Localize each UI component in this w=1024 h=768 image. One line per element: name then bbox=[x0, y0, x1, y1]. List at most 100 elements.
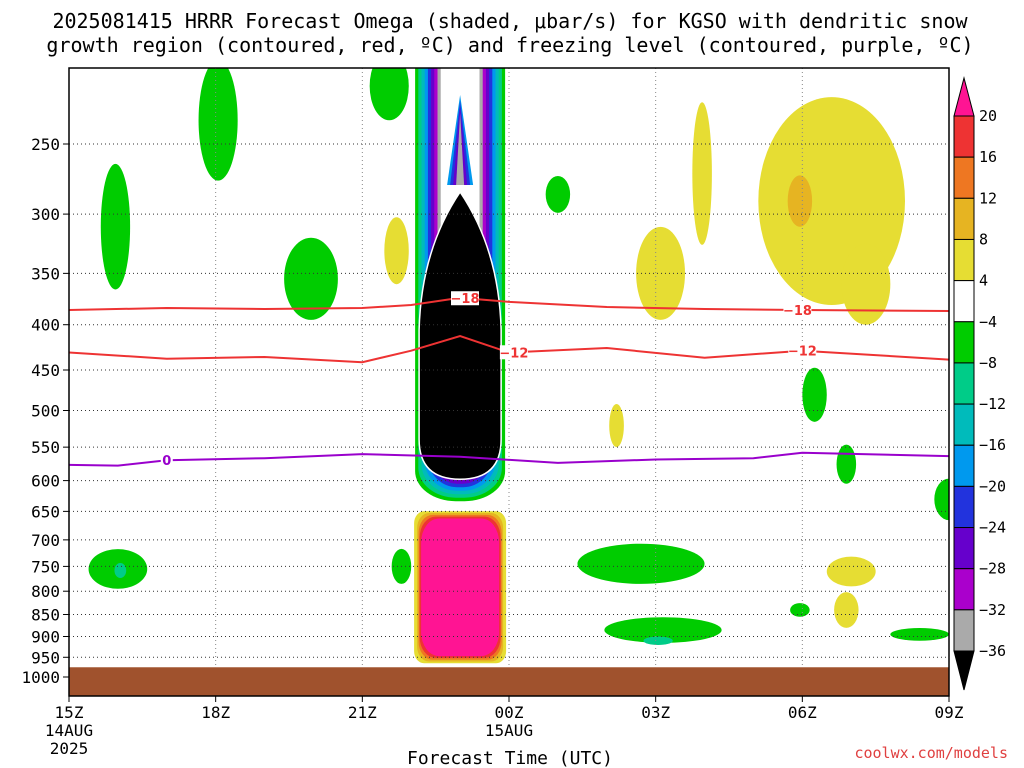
x-axis-label: Forecast Time (UTC) bbox=[407, 748, 613, 768]
y-tick-label: 500 bbox=[31, 402, 60, 421]
colorbar-label: −32 bbox=[979, 601, 1006, 619]
omega-region-orange bbox=[787, 175, 813, 227]
colorbar-swatch bbox=[953, 568, 975, 611]
x-tick-label: 18Z bbox=[201, 703, 230, 722]
colorbar-swatch bbox=[953, 527, 975, 570]
y-tick-label: 850 bbox=[31, 606, 60, 625]
contour-label-bg bbox=[783, 302, 812, 317]
omega-colorbar: 20 16 12 8 4 −4 −8 −12 −16 −20 −24 −28 −32 −36 bbox=[953, 76, 1006, 691]
omega-region-yellow bbox=[692, 102, 712, 245]
downdraft-band bbox=[421, 518, 500, 657]
colorbar-swatch bbox=[953, 444, 975, 487]
colorbar-label: −8 bbox=[979, 354, 997, 372]
omega-region-green bbox=[790, 603, 810, 617]
chart-title-line-2: growth region (contoured, red, ºC) and f… bbox=[46, 33, 973, 57]
colorbar-swatch bbox=[953, 115, 975, 158]
y-tick-label: 350 bbox=[31, 264, 60, 283]
chart-title-line-1: 2025081415 HRRR Forecast Omega (shaded, … bbox=[52, 9, 968, 33]
updraft-column bbox=[415, 68, 506, 502]
colorbar-extend-top bbox=[953, 76, 975, 117]
contour-label: 0 bbox=[162, 454, 171, 469]
x-tick-label: 03Z bbox=[641, 703, 670, 722]
colorbar-swatch bbox=[953, 197, 975, 240]
colorbar-label: −28 bbox=[979, 560, 1006, 578]
colorbar-swatch bbox=[953, 156, 975, 199]
colorbar-label: 16 bbox=[979, 148, 997, 166]
temperature-contours: −18 −18 −12 −12 0 bbox=[69, 291, 949, 469]
colorbar-swatch bbox=[953, 403, 975, 446]
ground-layer bbox=[69, 667, 949, 696]
grid-lines bbox=[69, 68, 949, 668]
omega-region-yellow bbox=[609, 404, 624, 448]
colorbar-label: 8 bbox=[979, 230, 988, 248]
colorbar-swatch bbox=[953, 609, 975, 652]
colorbar-extend-bottom bbox=[953, 650, 975, 691]
y-tick-label: 700 bbox=[31, 531, 60, 550]
y-tick-label: 900 bbox=[31, 627, 60, 646]
omega-region-green bbox=[284, 237, 338, 320]
colorbar-label: −24 bbox=[979, 519, 1006, 537]
contour-label: −18 bbox=[451, 292, 480, 307]
x-tick-label: 09Z bbox=[935, 703, 964, 722]
y-tick-label: 800 bbox=[31, 582, 60, 601]
omega-region-yellow bbox=[384, 217, 409, 285]
omega-region-yellow bbox=[636, 226, 685, 320]
credit-text: coolwx.com/models bbox=[854, 744, 1008, 762]
y-tick-label: 250 bbox=[31, 135, 60, 154]
x-tick-year-label: 2025 bbox=[50, 739, 89, 758]
omega-region-teal bbox=[643, 636, 673, 645]
x-tick-date-label: 14AUG bbox=[45, 721, 93, 740]
omega-region-green bbox=[369, 68, 409, 121]
y-tick-label: 550 bbox=[31, 438, 60, 457]
colorbar-label: −12 bbox=[979, 395, 1006, 413]
x-tick-label: 06Z bbox=[788, 703, 817, 722]
omega-region-green bbox=[198, 68, 238, 181]
omega-region-yellow bbox=[826, 556, 876, 587]
y-tick-label: 1000 bbox=[21, 668, 60, 687]
contour-line bbox=[69, 451, 949, 467]
omega-region-yellow bbox=[841, 243, 891, 325]
omega-region-green bbox=[545, 175, 571, 213]
colorbar-label: 4 bbox=[979, 272, 988, 290]
updraft-core-spike bbox=[456, 113, 465, 185]
colorbar-swatch bbox=[953, 280, 975, 323]
y-tick-label: 300 bbox=[31, 205, 60, 224]
contour-label: −18 bbox=[783, 304, 812, 319]
omega-region-green bbox=[934, 478, 949, 521]
contour-label-bg bbox=[499, 345, 528, 360]
omega-region-green bbox=[577, 543, 705, 584]
y-tick-label: 600 bbox=[31, 472, 60, 491]
contour-label-bg bbox=[160, 453, 173, 468]
chart-title: 2025081415 HRRR Forecast Omega (shaded, … bbox=[46, 9, 973, 57]
contour-line bbox=[69, 335, 949, 364]
omega-region-teal bbox=[114, 562, 127, 579]
colorbar-label: −36 bbox=[979, 642, 1006, 660]
x-tick-label: 21Z bbox=[348, 703, 377, 722]
colorbar-swatch bbox=[953, 362, 975, 405]
colorbar-label: 12 bbox=[979, 189, 997, 207]
y-tick-label: 450 bbox=[31, 361, 60, 380]
downdraft-column bbox=[414, 511, 507, 664]
colorbar-label: −4 bbox=[979, 313, 997, 331]
x-tick-label: 15Z bbox=[55, 703, 84, 722]
colorbar-swatch bbox=[953, 321, 975, 364]
contour-label: −12 bbox=[499, 346, 528, 361]
omega-region-green bbox=[802, 367, 827, 422]
x-tick-date-label: 15AUG bbox=[485, 721, 533, 740]
y-tick-label: 950 bbox=[31, 648, 60, 667]
colorbar-label: −20 bbox=[979, 477, 1006, 495]
colorbar-swatch bbox=[953, 485, 975, 529]
pressure-axis: 250 300 350 400 450 500 550 600 650 700 750 800 850 9… bbox=[21, 135, 69, 687]
y-tick-label: 400 bbox=[31, 316, 60, 335]
y-tick-label: 750 bbox=[31, 557, 60, 576]
omega-region-green bbox=[100, 163, 131, 290]
contour-label-bg bbox=[451, 291, 479, 306]
colorbar-swatch bbox=[953, 238, 975, 282]
x-tick-label: 00Z bbox=[495, 703, 524, 722]
colorbar-label: 20 bbox=[979, 107, 997, 125]
contour-label-bg bbox=[788, 343, 817, 358]
contour-label: −12 bbox=[788, 345, 817, 360]
omega-region-green bbox=[836, 444, 857, 484]
